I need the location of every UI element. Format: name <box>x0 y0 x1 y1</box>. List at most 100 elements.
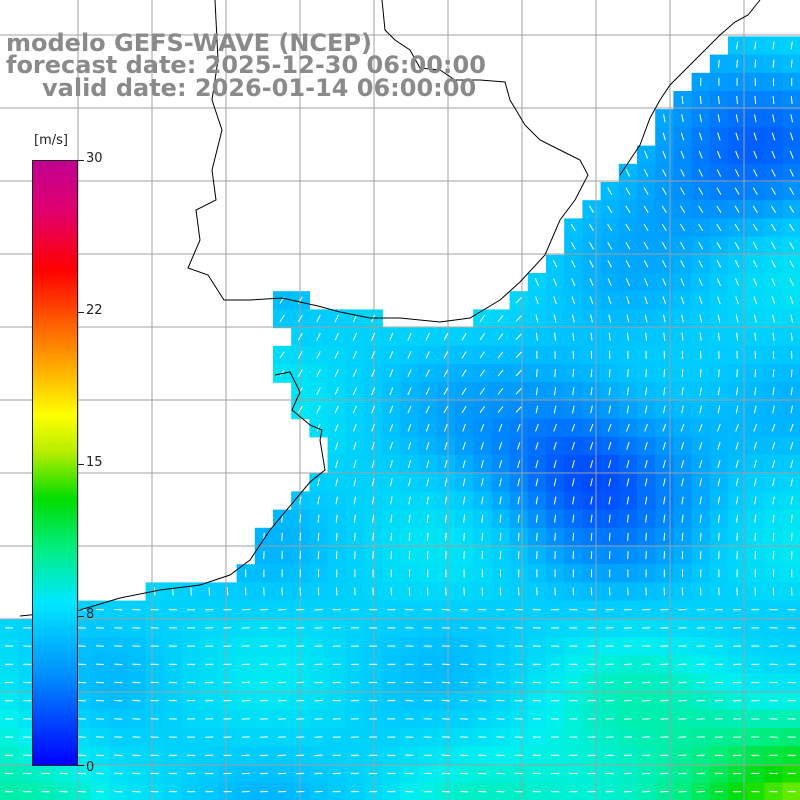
wind-vector <box>515 315 522 322</box>
wind-vector <box>572 369 575 378</box>
wind-vector <box>717 132 721 141</box>
wind-vector <box>554 332 557 341</box>
wind-vector <box>372 532 374 541</box>
wind-vector <box>681 387 684 396</box>
wind-vector <box>790 314 794 323</box>
colorbar-tick-label: 30 <box>86 151 103 166</box>
wind-vector <box>372 514 375 523</box>
wind-vector <box>297 405 303 414</box>
wind-vector <box>716 260 722 268</box>
wind-vector <box>699 332 702 341</box>
wind-vector <box>735 478 739 487</box>
wind-vector <box>644 478 648 487</box>
wind-vector <box>717 514 720 523</box>
wind-vector <box>515 297 522 304</box>
wind-vector <box>790 387 793 396</box>
wind-vector <box>590 387 593 396</box>
wind-vector <box>572 532 575 541</box>
wind-vector <box>643 169 649 177</box>
wind-vector <box>353 460 357 469</box>
wind-vector <box>335 496 338 505</box>
wind-vector <box>790 532 793 541</box>
wind-vector <box>717 423 721 432</box>
wind-vector <box>772 514 775 523</box>
wind-vector <box>790 332 793 341</box>
wind-vector <box>479 387 486 395</box>
wind-vector <box>662 278 667 286</box>
wind-vector <box>680 460 685 469</box>
wind-vector <box>698 278 703 286</box>
wind-vector <box>644 460 648 469</box>
wind-vector <box>480 460 484 469</box>
wind-vector <box>390 496 393 505</box>
wind-vector <box>589 423 594 432</box>
colorbar-tick-mark <box>78 616 84 617</box>
wind-vector <box>317 478 320 487</box>
wind-vector <box>353 496 357 505</box>
wind-vector <box>626 514 629 523</box>
wind-vector <box>281 532 283 541</box>
wind-vector <box>698 205 704 213</box>
wind-vector <box>536 532 538 541</box>
wind-vector <box>771 423 776 432</box>
wind-vector <box>754 114 757 123</box>
wind-vector <box>571 441 575 450</box>
wind-vector <box>497 369 504 377</box>
wind-vector <box>699 369 702 378</box>
wind-vector <box>790 41 793 50</box>
wind-vector <box>316 332 321 341</box>
wind-vector <box>334 423 339 432</box>
title-model: modelo GEFS-WAVE (NCEP) <box>6 29 372 57</box>
wind-vector <box>681 514 684 523</box>
wind-vector <box>589 460 594 469</box>
wind-vector <box>553 423 557 432</box>
wind-vector <box>607 278 612 286</box>
wind-vector <box>498 460 503 469</box>
wind-vector <box>626 387 629 396</box>
wind-vector <box>426 478 430 487</box>
wind-vector <box>297 332 303 341</box>
wind-vector <box>644 150 649 159</box>
wind-vector <box>390 514 393 523</box>
wind-vector <box>316 369 321 377</box>
wind-vector <box>517 496 520 505</box>
wind-vector <box>734 187 740 195</box>
wind-vector <box>390 532 393 541</box>
wind-vector <box>772 314 775 323</box>
wind-vector <box>736 514 739 523</box>
wind-vector <box>553 460 557 469</box>
wind-vector <box>717 114 721 123</box>
wind-vector <box>790 96 793 105</box>
wind-vector <box>535 296 539 305</box>
wind-vector <box>515 406 522 413</box>
wind-vector <box>353 441 357 450</box>
wind-vector <box>736 332 739 341</box>
wind-vector <box>408 532 411 541</box>
wind-vector <box>735 150 740 159</box>
colorbar-tick-label: 15 <box>86 455 103 470</box>
wind-vector <box>790 132 794 141</box>
wind-vectors <box>5 41 796 793</box>
wind-vector <box>644 441 648 450</box>
wind-vector <box>408 514 411 523</box>
wind-vector <box>608 496 611 505</box>
wind-vector <box>772 114 775 123</box>
wind-vector <box>626 496 630 505</box>
wind-vector <box>517 478 521 487</box>
wind-vector <box>663 369 666 378</box>
wind-vector <box>662 460 666 469</box>
wind-vector <box>717 387 720 396</box>
wind-vector <box>517 532 520 541</box>
wind-vector <box>515 351 522 359</box>
wind-vector <box>589 278 594 286</box>
wind-vector <box>717 296 721 305</box>
wind-vector <box>426 514 429 523</box>
wind-vector <box>334 405 339 414</box>
wind-vector <box>790 114 793 123</box>
wind-vector <box>499 478 502 487</box>
wind-vector <box>681 314 684 323</box>
wind-vector <box>789 278 794 286</box>
wind-vector <box>572 332 575 341</box>
wind-vector <box>643 187 649 195</box>
wind-vector <box>771 460 776 469</box>
